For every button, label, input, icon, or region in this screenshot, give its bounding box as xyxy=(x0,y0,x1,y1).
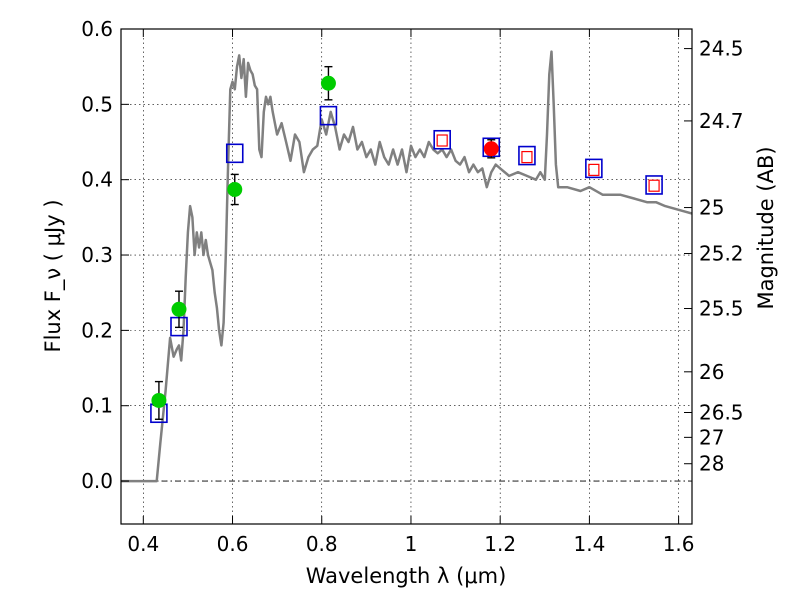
x-tick-label: 1.6 xyxy=(663,532,695,556)
y-tick-label: 0.6 xyxy=(81,17,113,41)
x-tick-label: 1.4 xyxy=(573,532,605,556)
right-tick-label: 27 xyxy=(699,425,724,449)
plot-layer xyxy=(121,50,692,483)
observed-nir-square xyxy=(521,150,533,164)
right-tick-label: 24.5 xyxy=(699,37,744,61)
y-tick-label: 0.1 xyxy=(81,394,113,418)
observed-nir-square xyxy=(588,163,600,176)
observed-photometry-point xyxy=(171,301,187,317)
data-group xyxy=(121,50,692,483)
model-photometry-square xyxy=(645,175,663,195)
observed-photometry-point xyxy=(227,181,243,197)
spectrum-line xyxy=(121,50,692,483)
observed-nir-square xyxy=(436,134,448,147)
model-photometry-square xyxy=(518,145,536,166)
model-photometry-square xyxy=(319,105,338,126)
y-tick-label: 0.2 xyxy=(81,318,113,342)
y-tick-label: 0.5 xyxy=(81,92,113,116)
grid-layer xyxy=(121,28,692,524)
right-tick-label: 28 xyxy=(699,452,724,476)
right-tick-label: 25.2 xyxy=(699,242,744,266)
x-tick-label: 0.8 xyxy=(306,532,338,556)
y-tick-label: 0.0 xyxy=(81,469,113,493)
right-axis-label: Magnitude (AB) xyxy=(754,146,778,309)
plot-frame xyxy=(120,28,693,525)
x-tick-label: 0.6 xyxy=(217,532,249,556)
x-axis-label: Wavelength λ (μm) xyxy=(306,564,507,588)
y-tick-label: 0.4 xyxy=(81,168,113,192)
right-tick-label: 26.5 xyxy=(699,400,744,424)
x-tick-label: 0.4 xyxy=(127,532,159,556)
x-tick-label: 1.2 xyxy=(484,532,516,556)
y-tick-label: 0.3 xyxy=(81,243,113,267)
right-tick-label: 25.5 xyxy=(699,297,744,321)
observed-photometry-point xyxy=(320,75,336,91)
y-axis-label: Flux F_ν ( μJy ) xyxy=(41,199,66,352)
right-tick-label: 24.7 xyxy=(699,109,744,133)
tick-layer: 0.4 0.6 0.8 1 1.2 1.4 1.6 0.0 0.1 0.2 0.3 0.4 0.5 0.6… xyxy=(81,17,743,556)
model-photometry-square xyxy=(585,158,603,179)
model-photometry-square xyxy=(433,129,451,150)
right-tick-label: 25 xyxy=(699,196,724,220)
model-photometry-square xyxy=(225,143,244,164)
x-tick-label: 1 xyxy=(405,532,418,556)
right-tick-label: 26 xyxy=(699,360,724,384)
observed-nir-square xyxy=(648,179,660,192)
observed-photometry-point xyxy=(151,392,167,408)
observed-photometry-point xyxy=(483,141,499,157)
